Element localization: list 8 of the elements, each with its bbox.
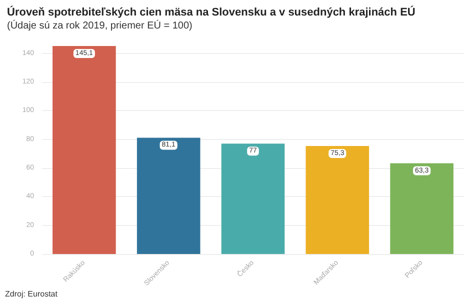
bar bbox=[390, 163, 454, 254]
chart-subtitle: (Údaje sú za rok 2019, priemer EÚ = 100) bbox=[7, 20, 192, 32]
bar bbox=[221, 144, 285, 254]
bar bbox=[136, 138, 200, 254]
bar bbox=[52, 46, 116, 254]
bar bbox=[306, 146, 370, 254]
chart-title: Úroveň spotrebiteľských cien mäsa na Slovensku a v susedných krajinách EÚ bbox=[7, 6, 416, 18]
text: Zdroj: Eurostat bbox=[5, 290, 58, 298]
